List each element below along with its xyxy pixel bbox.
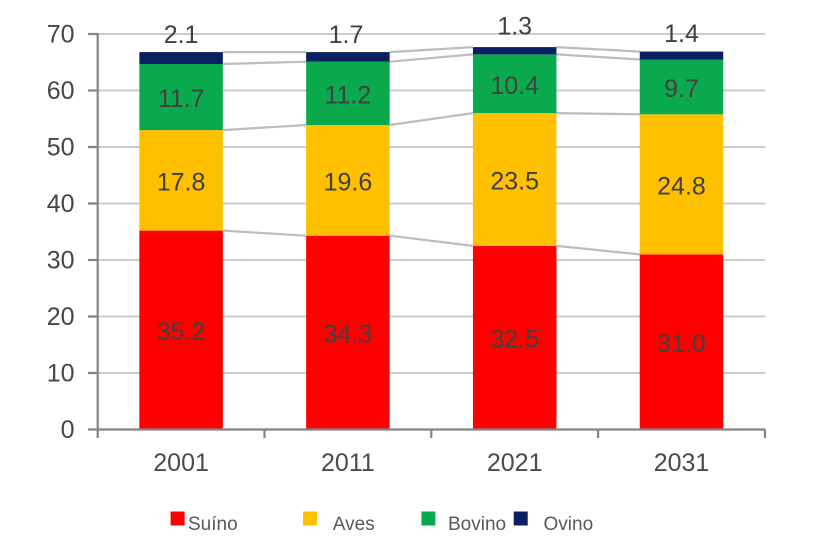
svg-text:35.2: 35.2 — [157, 318, 206, 346]
svg-text:Bovino: Bovino — [448, 514, 506, 535]
svg-text:20: 20 — [47, 303, 75, 331]
svg-text:10.4: 10.4 — [490, 72, 539, 100]
svg-text:11.2: 11.2 — [324, 81, 371, 109]
svg-text:1.7: 1.7 — [329, 21, 364, 49]
svg-text:11.7: 11.7 — [158, 85, 205, 113]
svg-text:60: 60 — [47, 77, 75, 105]
svg-text:10: 10 — [47, 359, 75, 387]
svg-text:24.8: 24.8 — [657, 172, 706, 200]
svg-text:2021: 2021 — [487, 449, 543, 477]
svg-text:19.6: 19.6 — [324, 168, 373, 196]
svg-text:Suíno: Suíno — [188, 514, 238, 535]
svg-text:30: 30 — [47, 246, 75, 274]
svg-text:0: 0 — [61, 416, 75, 444]
svg-text:23.5: 23.5 — [490, 168, 539, 196]
svg-text:32.5: 32.5 — [490, 326, 539, 354]
svg-text:2001: 2001 — [153, 449, 209, 477]
svg-text:1.3: 1.3 — [497, 12, 532, 40]
svg-text:50: 50 — [47, 133, 75, 161]
svg-text:Aves: Aves — [333, 514, 375, 535]
svg-text:2031: 2031 — [654, 449, 710, 477]
svg-text:Ovino: Ovino — [544, 514, 594, 535]
svg-text:34.3: 34.3 — [324, 321, 373, 349]
svg-text:40: 40 — [47, 190, 75, 218]
svg-text:70: 70 — [47, 20, 75, 48]
svg-text:2.1: 2.1 — [164, 21, 199, 49]
svg-text:17.8: 17.8 — [157, 168, 206, 196]
svg-text:31.0: 31.0 — [657, 330, 706, 358]
svg-text:1.4: 1.4 — [664, 20, 699, 48]
svg-text:2011: 2011 — [321, 449, 375, 477]
svg-text:9.7: 9.7 — [664, 75, 699, 103]
